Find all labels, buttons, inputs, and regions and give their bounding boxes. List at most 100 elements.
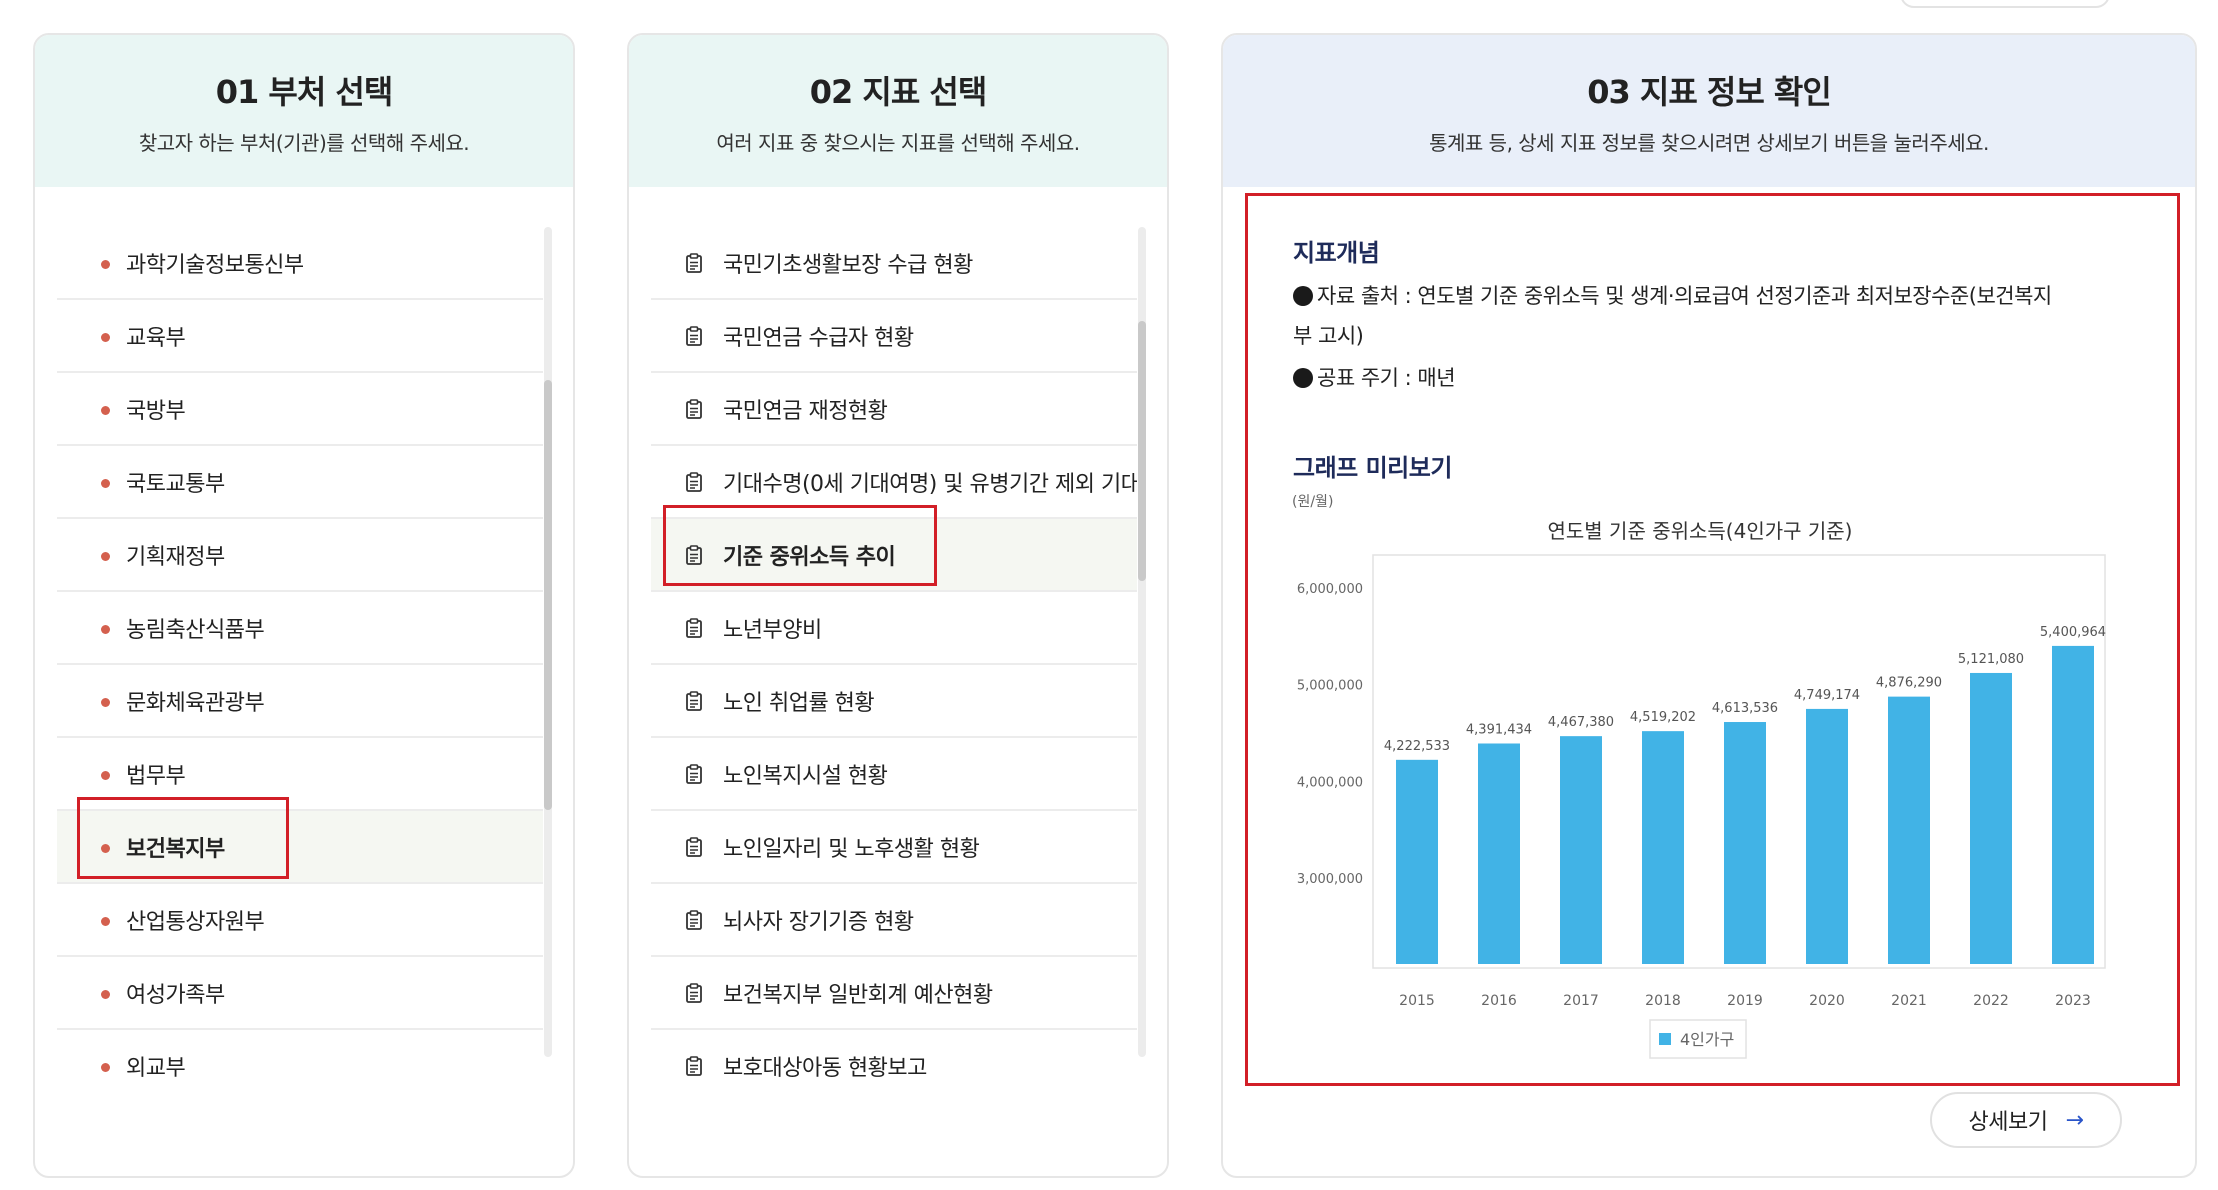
ministry-panel-title: 01 부처 선택 (215, 72, 394, 111)
indicator-item-label: 보호대상아동 현황보고 (723, 1055, 927, 1081)
indicator-item-label: 노인 취업률 현황 (723, 690, 875, 716)
detail-view-button[interactable]: 상세보기 → (1930, 1092, 2122, 1148)
ministry-item-label: 산업통상자원부 (126, 909, 265, 935)
bullet-dot-icon (1293, 368, 1313, 388)
chart-bar[interactable] (1970, 672, 2012, 964)
indicator-panel-header: 02 지표 선택 여러 지표 중 찾으시는 지표를 선택해 주세요. (629, 35, 1167, 187)
chart-bar[interactable] (1396, 759, 1438, 964)
ministry-item[interactable]: 여성가족부 (57, 957, 543, 1030)
bullet-dot-icon (1293, 286, 1313, 306)
x-tick-label: 2021 (1891, 993, 1927, 1009)
ministry-item[interactable]: 교육부 (57, 300, 543, 373)
ministry-item[interactable]: 농림축산식품부 (57, 592, 543, 665)
ministry-item[interactable]: 국방부 (57, 373, 543, 446)
chart-data-label: 4,613,536 (1712, 701, 1778, 716)
concept-title: 지표개념 (1293, 239, 1380, 267)
indicator-item[interactable]: 노인 취업률 현황 (651, 665, 1137, 738)
indicator-item-label: 기준 중위소득 추이 (723, 544, 896, 570)
indicator-info-subtitle: 통계표 등, 상세 지표 정보를 찾으시려면 상세보기 버튼을 눌러주세요. (1429, 130, 1989, 155)
document-icon (685, 617, 703, 638)
y-tick-label: 3,000,000 (1297, 872, 1363, 887)
chart-bar[interactable] (1888, 696, 1930, 964)
indicator-info-header: 03 지표 정보 확인 통계표 등, 상세 지표 정보를 찾으시려면 상세보기 … (1223, 35, 2195, 187)
indicator-item[interactable]: 보건복지부 일반회계 예산현황 (651, 957, 1137, 1030)
ministry-item-label: 여성가족부 (126, 982, 225, 1008)
document-icon (685, 325, 703, 346)
graph-title: 그래프 미리보기 (1293, 454, 1452, 482)
chart-data-label: 4,519,202 (1630, 710, 1696, 725)
y-tick-label: 4,000,000 (1297, 775, 1363, 790)
chart-data-label: 4,876,290 (1876, 676, 1942, 691)
y-tick-label: 5,000,000 (1297, 679, 1363, 694)
chart-bar[interactable] (2052, 645, 2094, 964)
chart-data-label: 5,121,080 (1958, 652, 2024, 667)
ministry-item[interactable]: 국토교통부 (57, 446, 543, 519)
ministry-scrollbar-thumb[interactable] (544, 380, 552, 810)
document-icon (685, 836, 703, 857)
ministry-item[interactable]: 보건복지부 (57, 811, 543, 884)
bullet-dot-icon (101, 844, 110, 853)
ministry-item[interactable]: 산업통상자원부 (57, 884, 543, 957)
indicator-panel: 02 지표 선택 여러 지표 중 찾으시는 지표를 선택해 주세요. 국민기초생… (627, 33, 1169, 1178)
ministry-item-label: 문화체육관광부 (126, 690, 265, 716)
indicator-item-label: 보건복지부 일반회계 예산현황 (723, 982, 993, 1008)
bullet-dot-icon (101, 260, 110, 269)
bullet-dot-icon (101, 917, 110, 926)
document-icon (685, 909, 703, 930)
indicator-item[interactable]: 노인일자리 및 노후생활 현황 (651, 811, 1137, 884)
chart-bar[interactable] (1806, 708, 1848, 964)
document-icon (685, 1055, 703, 1076)
indicator-scrollbar-thumb[interactable] (1138, 321, 1146, 581)
x-tick-label: 2019 (1727, 993, 1763, 1009)
ministry-item[interactable]: 문화체육관광부 (57, 665, 543, 738)
ministry-item-label: 법무부 (126, 763, 186, 789)
indicator-item[interactable]: 노년부양비 (651, 592, 1137, 665)
indicator-item[interactable]: 뇌사자 장기기증 현황 (651, 884, 1137, 957)
indicator-item[interactable]: 국민기초생활보장 수급 현황 (651, 227, 1137, 300)
source-text-1: 자료 출처 : 연도별 기준 중위소득 및 생계·의료급여 선정기준과 최저보장… (1317, 284, 2052, 308)
chart-legend-label: 4인가구 (1680, 1030, 1734, 1049)
chart-legend[interactable]: 4인가구 (1649, 1019, 1747, 1059)
chart-bar[interactable] (1642, 731, 1684, 964)
chart-bar[interactable] (1478, 743, 1520, 964)
ministry-item-label: 국방부 (126, 398, 186, 424)
bullet-dot-icon (101, 552, 110, 561)
indicator-item[interactable]: 보호대상아동 현황보고 (651, 1030, 1137, 1087)
indicator-item-label: 노인복지시설 현황 (723, 763, 888, 789)
x-tick-label: 2015 (1399, 993, 1435, 1009)
top-search-pill[interactable] (1900, 0, 2110, 8)
indicator-item-label: 뇌사자 장기기증 현황 (723, 909, 914, 935)
document-icon (685, 544, 703, 565)
indicator-scrollbar-track[interactable] (1138, 227, 1146, 1057)
bullet-dot-icon (101, 771, 110, 780)
x-tick-label: 2023 (2055, 993, 2091, 1009)
indicator-info-box (1245, 193, 2180, 1086)
indicator-item[interactable]: 노인복지시설 현황 (651, 738, 1137, 811)
chart-data-label: 5,400,964 (2040, 625, 2106, 640)
indicator-item-label: 국민기초생활보장 수급 현황 (723, 252, 973, 278)
median-income-bar-chart: (원/월) 연도별 기준 중위소득(4인가구 기준) 3,000,000 4,00… (1292, 494, 2106, 1059)
indicator-item-label: 노인일자리 및 노후생활 현황 (723, 836, 980, 862)
period-line: 공표 주기 : 매년 (1293, 358, 1456, 398)
indicator-item-label: 국민연금 수급자 현황 (723, 325, 914, 351)
ministry-panel-header: 01 부처 선택 찾고자 하는 부처(기관)를 선택해 주세요. (35, 35, 573, 187)
indicator-item[interactable]: 국민연금 수급자 현황 (651, 300, 1137, 373)
chart-bar[interactable] (1724, 722, 1766, 964)
indicator-item[interactable]: 기준 중위소득 추이 (651, 519, 1137, 592)
ministry-item-label: 과학기술정보통신부 (126, 252, 304, 278)
x-tick-label: 2018 (1645, 993, 1681, 1009)
ministry-item[interactable]: 법무부 (57, 738, 543, 811)
indicator-item[interactable]: 국민연금 재정현황 (651, 373, 1137, 446)
ministry-item[interactable]: 기획재정부 (57, 519, 543, 592)
chart-data-label: 4,749,174 (1794, 688, 1860, 703)
ministry-item-label: 기획재정부 (126, 544, 225, 570)
chart-bar[interactable] (1560, 736, 1602, 964)
source-line: 자료 출처 : 연도별 기준 중위소득 및 생계·의료급여 선정기준과 최저보장… (1293, 276, 2052, 316)
bullet-dot-icon (101, 698, 110, 707)
ministry-item[interactable]: 과학기술정보통신부 (57, 227, 543, 300)
ministry-panel-subtitle: 찾고자 하는 부처(기관)를 선택해 주세요. (138, 130, 470, 155)
indicator-item[interactable]: 기대수명(0세 기대여명) 및 유병기간 제외 기대수명 (651, 446, 1137, 519)
ministry-item[interactable]: 외교부 (57, 1030, 543, 1087)
